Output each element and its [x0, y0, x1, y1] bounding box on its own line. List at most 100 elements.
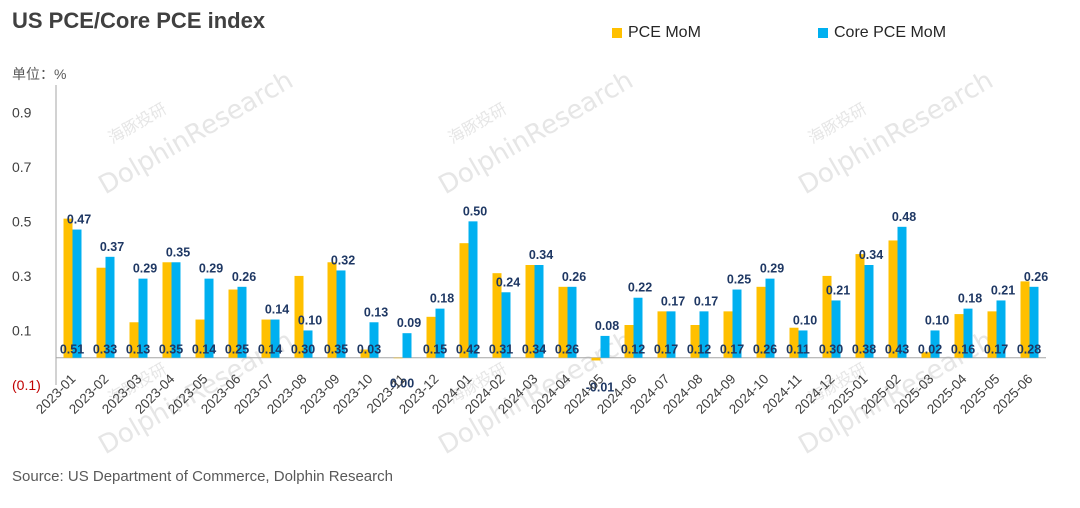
source-note: Source: US Department of Commerce, Dolph…: [12, 468, 393, 485]
data-label-core: 0.18: [430, 292, 454, 306]
data-label-pce: 0.33: [93, 343, 117, 357]
legend-label-core: Core PCE MoM: [834, 24, 947, 41]
data-label-core: 0.37: [100, 240, 124, 254]
data-label-pce: 0.34: [522, 343, 546, 357]
bar-core: [699, 311, 709, 358]
bar-core: [171, 262, 181, 358]
data-label-pce: 0.12: [687, 343, 711, 357]
data-label-pce: 0.25: [225, 343, 249, 357]
data-label-core: 0.18: [958, 292, 982, 306]
bar-core: [501, 292, 511, 358]
data-label-pce: 0.35: [324, 343, 348, 357]
data-label-pce: 0.17: [984, 343, 1008, 357]
data-label-core: 0.14: [265, 303, 289, 317]
data-label-core: 0.13: [364, 305, 388, 319]
legend-label-pce: PCE MoM: [628, 24, 701, 41]
data-label-core: 0.26: [562, 270, 586, 284]
bar-pce: [1020, 281, 1030, 358]
bar-core: [963, 308, 973, 358]
bar-pce: [393, 357, 403, 359]
data-label-core: 0.25: [727, 273, 751, 287]
bar-core: [237, 286, 247, 358]
data-label-core: 0.17: [661, 294, 685, 308]
data-label-core: 0.24: [496, 275, 520, 289]
bar-pce: [327, 262, 337, 358]
bar-pce: [129, 322, 139, 358]
data-label-pce: 0.31: [489, 343, 513, 357]
y-tick-label: 0.1: [12, 322, 32, 338]
bar-core: [105, 256, 115, 358]
legend-swatch-pce: [612, 28, 622, 38]
bar-core: [138, 278, 148, 358]
data-label-pce: 0.17: [720, 343, 744, 357]
bar-core: [666, 311, 676, 358]
bar-pce: [591, 357, 601, 361]
data-label-pce: 0.51: [60, 343, 84, 357]
bar-core: [765, 278, 775, 358]
bar-core: [534, 265, 544, 358]
bar-pce: [822, 275, 832, 358]
y-tick-label: 0.9: [12, 104, 32, 120]
chart-title: US PCE/Core PCE index: [12, 8, 266, 33]
data-label-core: 0.17: [694, 294, 718, 308]
bar-pce: [855, 254, 865, 358]
data-label-core: 0.50: [463, 204, 487, 218]
data-label-core: 0.48: [892, 210, 916, 224]
bar-core: [1029, 286, 1039, 358]
bar-core: [567, 286, 577, 358]
bar-core: [996, 300, 1006, 358]
bar-core: [798, 330, 808, 358]
legend-swatch-core: [818, 28, 828, 38]
data-label-pce: 0.14: [192, 343, 216, 357]
data-label-pce: 0.26: [555, 343, 579, 357]
data-label-core: 0.21: [991, 283, 1015, 297]
bar-core: [600, 335, 610, 358]
data-label-pce: 0.02: [918, 343, 942, 357]
bar-pce: [789, 327, 799, 358]
data-label-pce: 0.12: [621, 343, 645, 357]
data-label-pce: 0.03: [357, 343, 381, 357]
bar-pce: [360, 349, 370, 358]
data-label-pce: 0.43: [885, 343, 909, 357]
data-label-core: 0.26: [1024, 270, 1048, 284]
bar-core: [633, 297, 643, 358]
bar-pce: [228, 289, 238, 358]
bar-core: [72, 229, 82, 358]
bar-pce: [723, 311, 733, 358]
bar-pce: [525, 265, 535, 358]
data-label-pce: 0.15: [423, 343, 447, 357]
bar-core: [732, 289, 742, 358]
bar-pce: [426, 316, 436, 358]
legend-item-core: Core PCE MoM: [818, 24, 946, 42]
bar-pce: [63, 218, 73, 358]
data-label-core: 0.10: [298, 313, 322, 327]
data-label-core: 0.08: [595, 319, 619, 333]
data-label-core: 0.29: [133, 262, 157, 276]
bar-core: [204, 278, 214, 358]
bar-pce: [888, 240, 898, 358]
bar-pce: [690, 325, 700, 358]
bar-pce: [657, 311, 667, 358]
data-label-core: 0.21: [826, 283, 850, 297]
bar-pce: [459, 243, 469, 358]
bar-pce: [624, 325, 634, 358]
bar-pce: [195, 319, 205, 358]
bar-pce: [162, 262, 172, 358]
y-tick-label: 0.5: [12, 213, 32, 229]
data-label-core: 0.29: [199, 262, 223, 276]
bar-pce: [558, 286, 568, 358]
bar-pce: [96, 267, 106, 358]
bar-core: [930, 330, 940, 358]
legend-item-pce: PCE MoM: [612, 24, 701, 42]
data-label-pce: 0.38: [852, 343, 876, 357]
data-label-core: 0.10: [793, 313, 817, 327]
data-label-pce: 0.11: [786, 343, 810, 357]
data-label-pce: 0.35: [159, 343, 183, 357]
y-tick-label: (0.1): [12, 377, 41, 393]
data-label-pce: 0.13: [126, 343, 150, 357]
bar-core: [435, 308, 445, 358]
bar-pce: [261, 319, 271, 358]
data-label-core: 0.32: [331, 253, 355, 267]
data-label-core: 0.26: [232, 270, 256, 284]
